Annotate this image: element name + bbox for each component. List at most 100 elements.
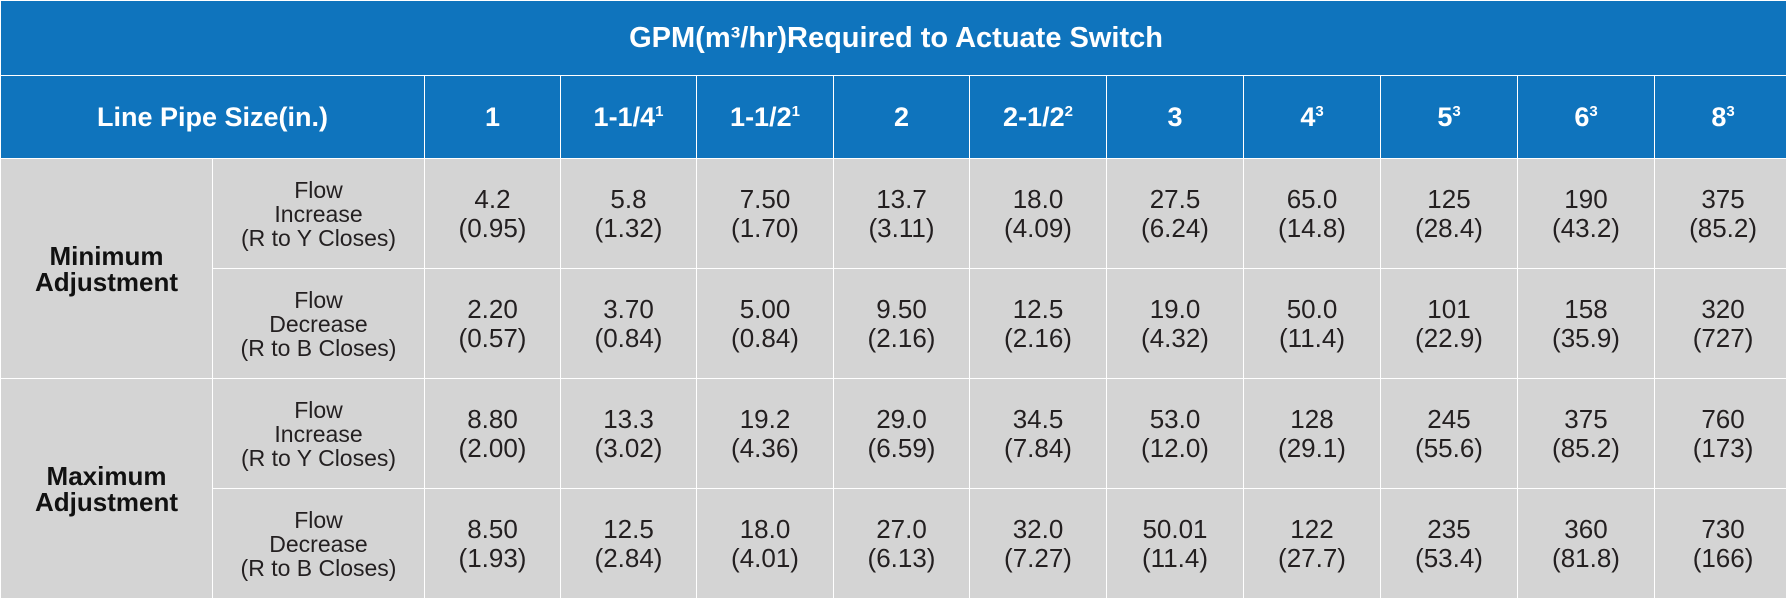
flow-value-cell: 128 (29.1) — [1243, 378, 1381, 489]
flow-value-cell: 50.0 (11.4) — [1243, 268, 1381, 379]
gpm-value: 760 — [1701, 403, 1745, 434]
m3hr-value: (1.93) — [458, 542, 527, 573]
condition-line: Flow — [294, 506, 343, 533]
condition-line: Flow — [294, 176, 343, 203]
m3hr-value: (2.84) — [594, 542, 663, 573]
gpm-value: 32.0 — [1012, 513, 1064, 544]
flow-value-cell: 375 (85.2) — [1653, 158, 1786, 269]
condition-line: Flow — [294, 396, 343, 423]
m3hr-value: (0.95) — [458, 212, 527, 243]
gpm-value: 5.8 — [610, 183, 647, 214]
flow-value-cell: 190 (43.2) — [1517, 158, 1655, 269]
condition-line: (R to Y Closes) — [240, 224, 397, 251]
flow-condition-label: Flow Increase (R to Y Closes) — [212, 378, 425, 489]
m3hr-value: (7.84) — [1004, 432, 1072, 463]
m3hr-value: (4.09) — [1004, 212, 1072, 243]
gpm-value: 12.5 — [603, 513, 654, 544]
gpm-value: 360 — [1564, 513, 1608, 544]
flow-condition-label: Flow Increase (R to Y Closes) — [212, 158, 425, 269]
m3hr-value: (4.32) — [1141, 322, 1209, 353]
pipe-size-header: 1-1/41 — [560, 75, 697, 159]
gpm-value: 730 — [1701, 513, 1745, 544]
table-row: Minimum Adjustment Flow Increase (R to Y Clo… — [0, 158, 1786, 379]
pipe-size-header: 63 — [1517, 75, 1655, 159]
adjustment-group-label: Minimum Adjustment — [0, 158, 213, 379]
flow-value-cell: 5.8 (1.32) — [560, 158, 697, 269]
m3hr-value: (4.01) — [731, 542, 799, 573]
m3hr-value: (1.70) — [731, 212, 799, 243]
flow-value-cell: 158 (35.9) — [1517, 268, 1655, 379]
gpm-value: 2.20 — [467, 293, 518, 324]
gpm-value: 5.00 — [739, 293, 791, 324]
gpm-value: 18.0 — [739, 513, 791, 544]
flow-value-cell: 235 (53.4) — [1380, 488, 1518, 599]
gpm-value: 50.01 — [1142, 513, 1208, 544]
m3hr-value: (2.00) — [458, 432, 527, 463]
m3hr-value: (6.13) — [867, 542, 936, 573]
flow-value-cell: 65.0 (14.8) — [1243, 158, 1381, 269]
m3hr-value: (27.7) — [1278, 542, 1346, 573]
flow-value-cell: 12.5 (2.16) — [969, 268, 1107, 379]
gpm-value: 8.80 — [467, 403, 518, 434]
m3hr-value: (6.59) — [867, 432, 936, 463]
pipe-size-header: 3 — [1106, 75, 1244, 159]
flow-value-cell: 375 (85.2) — [1517, 378, 1655, 489]
flow-value-cell: 50.01 (11.4) — [1106, 488, 1244, 599]
condition-line: Increase — [274, 420, 363, 447]
gpm-value: 4.2 — [474, 183, 511, 214]
gpm-value: 8.50 — [467, 513, 518, 544]
pipe-size-header-row: Line Pipe Size(in.) 1 1-1/41 1-1/21 2 2-… — [0, 75, 1786, 159]
condition-line: Flow — [294, 286, 343, 313]
m3hr-value: (2.16) — [1004, 322, 1072, 353]
m3hr-value: (85.2) — [1552, 432, 1620, 463]
flow-value-cell: 3.70 (0.84) — [560, 268, 697, 379]
gpm-value: 29.0 — [876, 403, 927, 434]
gpm-value: 65.0 — [1286, 183, 1338, 214]
condition-line: (R to B Closes) — [240, 554, 397, 581]
flow-value-cell: 32.0 (7.27) — [969, 488, 1107, 599]
m3hr-value: (11.4) — [1279, 322, 1345, 353]
table-title: GPM(m³/hr)Required to Actuate Switch — [0, 0, 1786, 76]
gpm-value: 190 — [1564, 183, 1608, 214]
m3hr-value: (727) — [1692, 322, 1754, 353]
flow-value-cell: 27.5 (6.24) — [1106, 158, 1244, 269]
m3hr-value: (0.84) — [594, 322, 663, 353]
line-pipe-size-header: Line Pipe Size(in.) — [0, 75, 425, 159]
gpm-value: 158 — [1564, 293, 1608, 324]
m3hr-value: (29.1) — [1278, 432, 1346, 463]
flow-value-cell: 4.2 (0.95) — [424, 158, 561, 269]
m3hr-value: (14.8) — [1278, 212, 1346, 243]
flow-value-cell: 320 (727) — [1653, 268, 1786, 379]
pipe-size-header: 1-1/21 — [696, 75, 834, 159]
flow-value-cell: 5.00 (0.84) — [696, 268, 834, 379]
gpm-value: 19.0 — [1149, 293, 1201, 324]
m3hr-value: (166) — [1692, 542, 1754, 573]
pipe-size-header: 53 — [1380, 75, 1518, 159]
flow-value-cell: 9.50 (2.16) — [833, 268, 970, 379]
gpm-value: 34.5 — [1012, 403, 1064, 434]
gpm-value: 13.7 — [876, 183, 927, 214]
flow-value-cell: 2.20 (0.57) — [424, 268, 561, 379]
gpm-value: 19.2 — [739, 403, 791, 434]
condition-line: Decrease — [269, 530, 368, 557]
gpm-value: 13.3 — [603, 403, 654, 434]
table-body: Minimum Adjustment Flow Increase (R to Y Clo… — [0, 158, 1786, 599]
flow-value-cell: 122 (27.7) — [1243, 488, 1381, 599]
m3hr-value: (1.32) — [594, 212, 663, 243]
flow-value-cell: 7.50 (1.70) — [696, 158, 834, 269]
gpm-value: 320 — [1701, 293, 1745, 324]
gpm-value: 7.50 — [739, 183, 791, 214]
gpm-value: 27.5 — [1149, 183, 1201, 214]
flow-value-cell: 19.0 (4.32) — [1106, 268, 1244, 379]
m3hr-value: (7.27) — [1004, 542, 1072, 573]
pipe-size-header: 1 — [424, 75, 561, 159]
m3hr-value: (6.24) — [1141, 212, 1209, 243]
flow-value-cell: 8.50 (1.93) — [424, 488, 561, 599]
pipe-size-header: 2 — [833, 75, 970, 159]
gpm-value: 9.50 — [876, 293, 927, 324]
m3hr-value: (43.2) — [1552, 212, 1620, 243]
m3hr-value: (3.02) — [594, 432, 663, 463]
gpm-value: 375 — [1564, 403, 1608, 434]
gpm-value: 12.5 — [1012, 293, 1064, 324]
